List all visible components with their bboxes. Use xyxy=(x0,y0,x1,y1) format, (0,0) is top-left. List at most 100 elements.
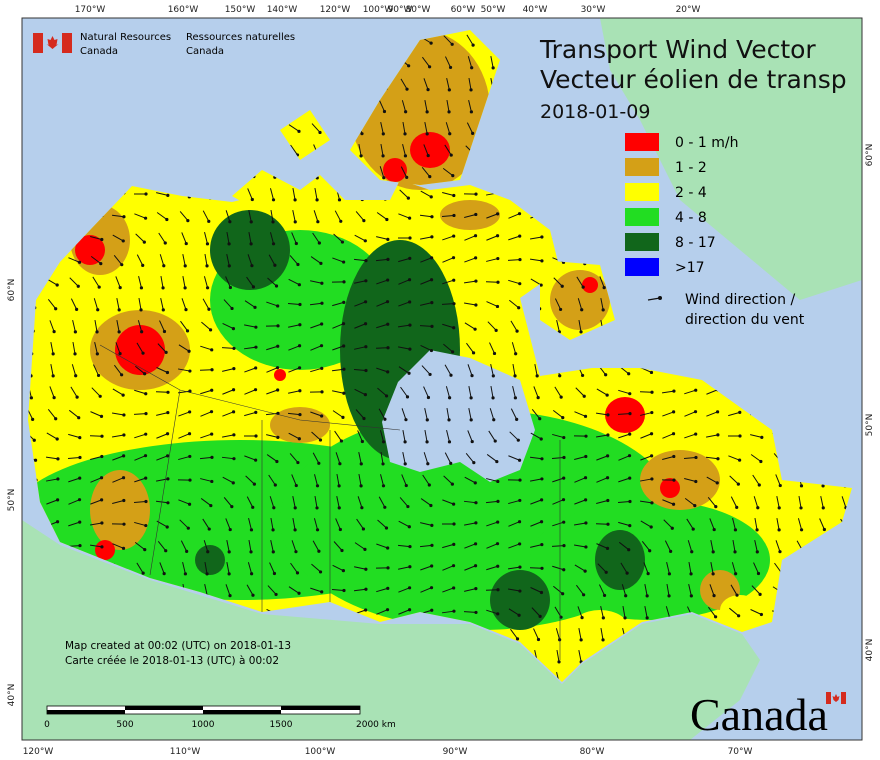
arrow-head xyxy=(737,614,741,618)
wind-arrow xyxy=(466,34,474,46)
arrow-head xyxy=(315,484,320,488)
arrow-head xyxy=(249,220,253,224)
arrow-head xyxy=(382,109,387,114)
arrow-head xyxy=(122,498,126,503)
arrow-head xyxy=(799,484,804,488)
arrow-head xyxy=(385,300,390,304)
arrow-head xyxy=(317,461,321,465)
wind-arrow xyxy=(463,280,477,284)
wind-arrow xyxy=(798,496,802,508)
arrow-head xyxy=(141,351,145,355)
arrow-head xyxy=(359,484,363,488)
arrow-head xyxy=(429,586,434,590)
arrow-head xyxy=(426,153,430,158)
wind-arrow xyxy=(312,232,320,244)
legend: 0 - 1 m/h 1 - 2 2 - 4 4 - 8 8 - 17 >17 Wind di… xyxy=(625,133,805,328)
wind-arrow xyxy=(508,521,520,527)
wind-zone xyxy=(660,478,680,498)
wind-arrow xyxy=(753,562,759,574)
arrow-head xyxy=(601,308,605,312)
arrow-head xyxy=(474,192,478,196)
arrow-head xyxy=(293,528,297,532)
wind-arrow xyxy=(159,562,165,574)
arrow-head xyxy=(404,483,408,488)
wind-arrow xyxy=(89,544,103,548)
wind-arrow xyxy=(248,210,252,222)
arrow-head xyxy=(536,637,541,642)
arrow-head xyxy=(694,455,698,460)
arrow-head xyxy=(360,439,364,444)
wind-arrow xyxy=(750,609,762,615)
wind-arrow xyxy=(247,188,253,200)
arrow-head xyxy=(606,454,610,458)
wind-zone xyxy=(95,540,115,560)
arrow-head xyxy=(451,256,456,260)
arrow-head xyxy=(364,608,368,612)
wind-arrow xyxy=(376,543,388,549)
wind-arrow xyxy=(90,477,102,483)
wind-arrow xyxy=(442,235,454,241)
wind-arrow xyxy=(222,434,234,438)
arrow-head xyxy=(166,193,170,198)
arrow-head xyxy=(118,285,122,290)
wind-arrow xyxy=(157,343,167,353)
arrow-head xyxy=(452,542,456,546)
wind-arrow xyxy=(578,628,582,640)
arrow-head xyxy=(407,525,411,529)
arrow-head xyxy=(293,198,297,202)
arrow-head xyxy=(165,217,169,222)
arrow-head xyxy=(582,593,586,597)
arrow-head xyxy=(406,196,410,200)
wind-arrow xyxy=(267,277,277,287)
arrow-head xyxy=(602,286,606,290)
wind-arrow xyxy=(332,345,344,351)
arrow-head xyxy=(166,477,170,481)
arrow-head xyxy=(669,549,673,553)
arrow-head xyxy=(271,550,275,554)
wind-arrow xyxy=(68,521,80,527)
arrow-head xyxy=(408,323,412,327)
arrow-head xyxy=(364,259,368,263)
wind-arrow xyxy=(199,456,213,460)
arrow-head xyxy=(667,594,671,598)
arrow-head xyxy=(99,414,104,418)
wind-arrow xyxy=(486,565,498,571)
arrow-head xyxy=(561,498,566,502)
wind-arrow xyxy=(464,302,476,306)
arrow-head xyxy=(363,322,368,326)
wind-arrow xyxy=(490,56,494,68)
arrow-head xyxy=(408,565,412,569)
arrow-head xyxy=(407,586,412,590)
wind-arrow xyxy=(574,499,586,505)
wind-arrow xyxy=(94,342,98,354)
arrow-head xyxy=(227,242,231,246)
arrow-head xyxy=(557,660,561,664)
wind-arrow xyxy=(288,586,300,594)
lat-label-left: 60°N xyxy=(7,279,17,302)
wind-arrow xyxy=(531,408,541,420)
arrow-head xyxy=(562,455,566,460)
wind-arrow xyxy=(508,279,520,285)
arrow-head xyxy=(582,394,586,398)
wind-arrow xyxy=(797,518,803,530)
wind-arrow xyxy=(401,100,407,112)
arrow-head xyxy=(165,432,170,436)
wind-arrow xyxy=(463,500,477,504)
wind-arrow xyxy=(551,545,565,547)
wind-arrow xyxy=(288,278,300,286)
arrow-head xyxy=(117,330,121,334)
wind-arrow xyxy=(442,192,454,196)
arrow-head xyxy=(628,392,632,396)
arrow-head xyxy=(539,283,543,287)
legend-label: 8 - 17 xyxy=(675,235,716,251)
wind-arrow xyxy=(420,302,432,306)
wind-arrow xyxy=(486,301,498,307)
wind-arrow xyxy=(182,254,186,266)
arrow-head xyxy=(403,440,407,444)
arrow-head xyxy=(364,279,368,283)
wind-arrow xyxy=(421,56,431,68)
arrow-head xyxy=(78,436,82,440)
wind-arrow xyxy=(138,298,142,310)
arrow-head xyxy=(451,174,455,178)
arrow-head xyxy=(144,476,148,480)
